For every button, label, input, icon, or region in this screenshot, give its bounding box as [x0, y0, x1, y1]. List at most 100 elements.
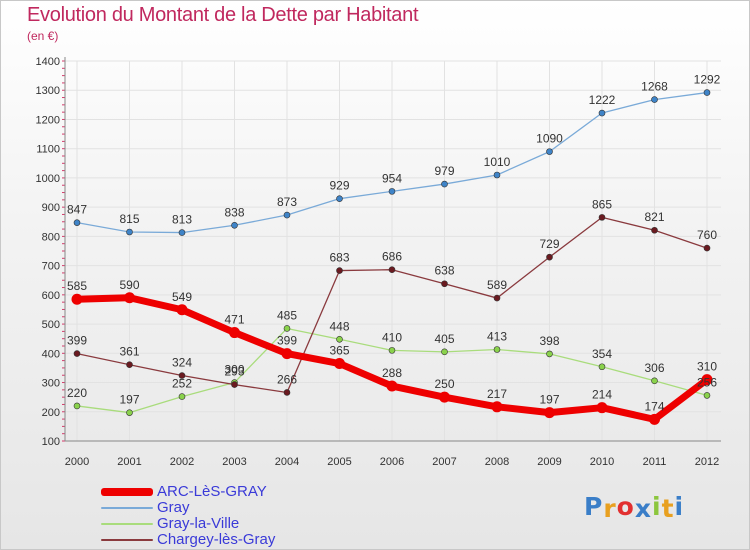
x-tick-label: 2002	[170, 456, 194, 468]
data-point	[493, 171, 501, 179]
legend-label: Gray-la-Ville	[157, 515, 240, 532]
data-point	[231, 381, 238, 388]
data-label: 197	[539, 393, 559, 407]
data-label: 252	[172, 377, 192, 391]
data-label: 410	[382, 330, 402, 344]
data-label: 399	[277, 334, 297, 348]
data-point	[544, 407, 555, 419]
data-point	[598, 214, 606, 221]
x-tick-label: 2001	[117, 456, 141, 468]
data-point	[126, 361, 133, 369]
data-label: 865	[592, 197, 612, 211]
data-label: 979	[434, 164, 454, 178]
data-point	[334, 358, 345, 370]
legend: ARC-LèS-GRAY Gray Gray-la-Ville Chargey-lès…	[101, 484, 275, 548]
y-tick-label: 100	[42, 436, 60, 448]
data-point	[73, 350, 81, 357]
data-point	[73, 402, 81, 410]
x-tick-label: 2004	[275, 456, 299, 468]
data-point	[439, 391, 450, 403]
data-point	[493, 346, 501, 353]
data-point	[283, 389, 291, 396]
data-label: 220	[67, 386, 87, 400]
data-label: 214	[592, 388, 612, 402]
data-point	[336, 335, 343, 343]
x-tick-label: 2012	[695, 456, 719, 468]
legend-label: Gray	[157, 499, 190, 516]
data-point	[491, 401, 503, 413]
data-point	[546, 148, 553, 155]
data-label: 405	[434, 332, 454, 346]
data-point	[176, 304, 188, 316]
data-label: 1268	[641, 80, 668, 94]
y-tick-label: 400	[42, 348, 60, 360]
data-point	[703, 89, 711, 96]
data-label: 873	[277, 195, 297, 209]
logo-letter: P	[584, 492, 604, 521]
data-label: 683	[329, 251, 349, 265]
chart-title: Evolution du Montant de la Dette par Hab…	[27, 4, 419, 26]
x-tick-label: 2005	[327, 456, 351, 468]
data-point	[651, 226, 658, 234]
data-label: 813	[172, 213, 192, 227]
data-point	[229, 327, 240, 339]
y-tick-label: 1400	[36, 56, 60, 68]
data-point	[703, 244, 711, 252]
legend-item: Chargey-lès-Gray	[101, 532, 275, 548]
data-point	[651, 96, 658, 103]
data-label: 638	[434, 264, 454, 278]
data-label: 549	[172, 290, 192, 304]
data-label: 821	[644, 210, 664, 224]
data-point	[283, 211, 291, 219]
x-tick-label: 2011	[643, 456, 667, 468]
x-tick-label: 2000	[65, 456, 89, 468]
data-label: 954	[382, 171, 402, 185]
data-label: 399	[67, 334, 87, 348]
data-point	[651, 377, 658, 385]
legend-item: Gray-la-Ville	[101, 516, 275, 532]
data-point	[336, 195, 343, 202]
chart-subtitle: (en €)	[27, 29, 59, 43]
logo-letter: t	[661, 494, 675, 523]
data-label: 590	[119, 278, 139, 292]
data-label: 250	[434, 377, 454, 391]
data-point	[336, 267, 343, 274]
data-label: 929	[329, 179, 349, 193]
y-tick-label: 600	[42, 290, 60, 302]
data-label: 300	[224, 363, 244, 377]
legend-swatch	[101, 539, 153, 541]
data-label: 1292	[694, 73, 721, 87]
data-point	[71, 293, 83, 305]
data-point	[386, 380, 398, 392]
x-tick-label: 2003	[222, 456, 246, 468]
data-label: 589	[487, 278, 507, 292]
data-label: 729	[539, 237, 559, 251]
data-point	[126, 228, 133, 236]
data-label: 413	[487, 330, 507, 344]
x-tick-label: 2006	[380, 456, 404, 468]
data-label: 585	[67, 279, 87, 293]
y-tick-label: 700	[42, 261, 60, 273]
data-label: 398	[539, 334, 559, 348]
y-tick-label: 300	[42, 378, 60, 390]
data-label: 306	[644, 361, 664, 375]
data-label: 847	[67, 203, 87, 217]
legend-swatch	[101, 507, 153, 509]
data-label: 174	[644, 399, 664, 413]
y-tick-label: 1300	[36, 85, 60, 97]
legend-label: Chargey-lès-Gray	[157, 531, 276, 548]
data-point	[701, 374, 713, 386]
data-point	[598, 363, 606, 371]
data-point	[283, 325, 291, 332]
x-tick-label: 2007	[432, 456, 456, 468]
data-point	[281, 348, 293, 360]
data-point	[178, 229, 186, 236]
data-point	[388, 347, 396, 354]
data-label: 365	[329, 344, 349, 358]
data-point	[73, 219, 81, 226]
legend-item: ARC-LèS-GRAY	[101, 484, 275, 500]
data-point	[649, 413, 660, 425]
proxiti-logo: Proxiti	[584, 492, 684, 523]
data-label: 485	[277, 308, 297, 322]
data-point	[231, 221, 238, 229]
